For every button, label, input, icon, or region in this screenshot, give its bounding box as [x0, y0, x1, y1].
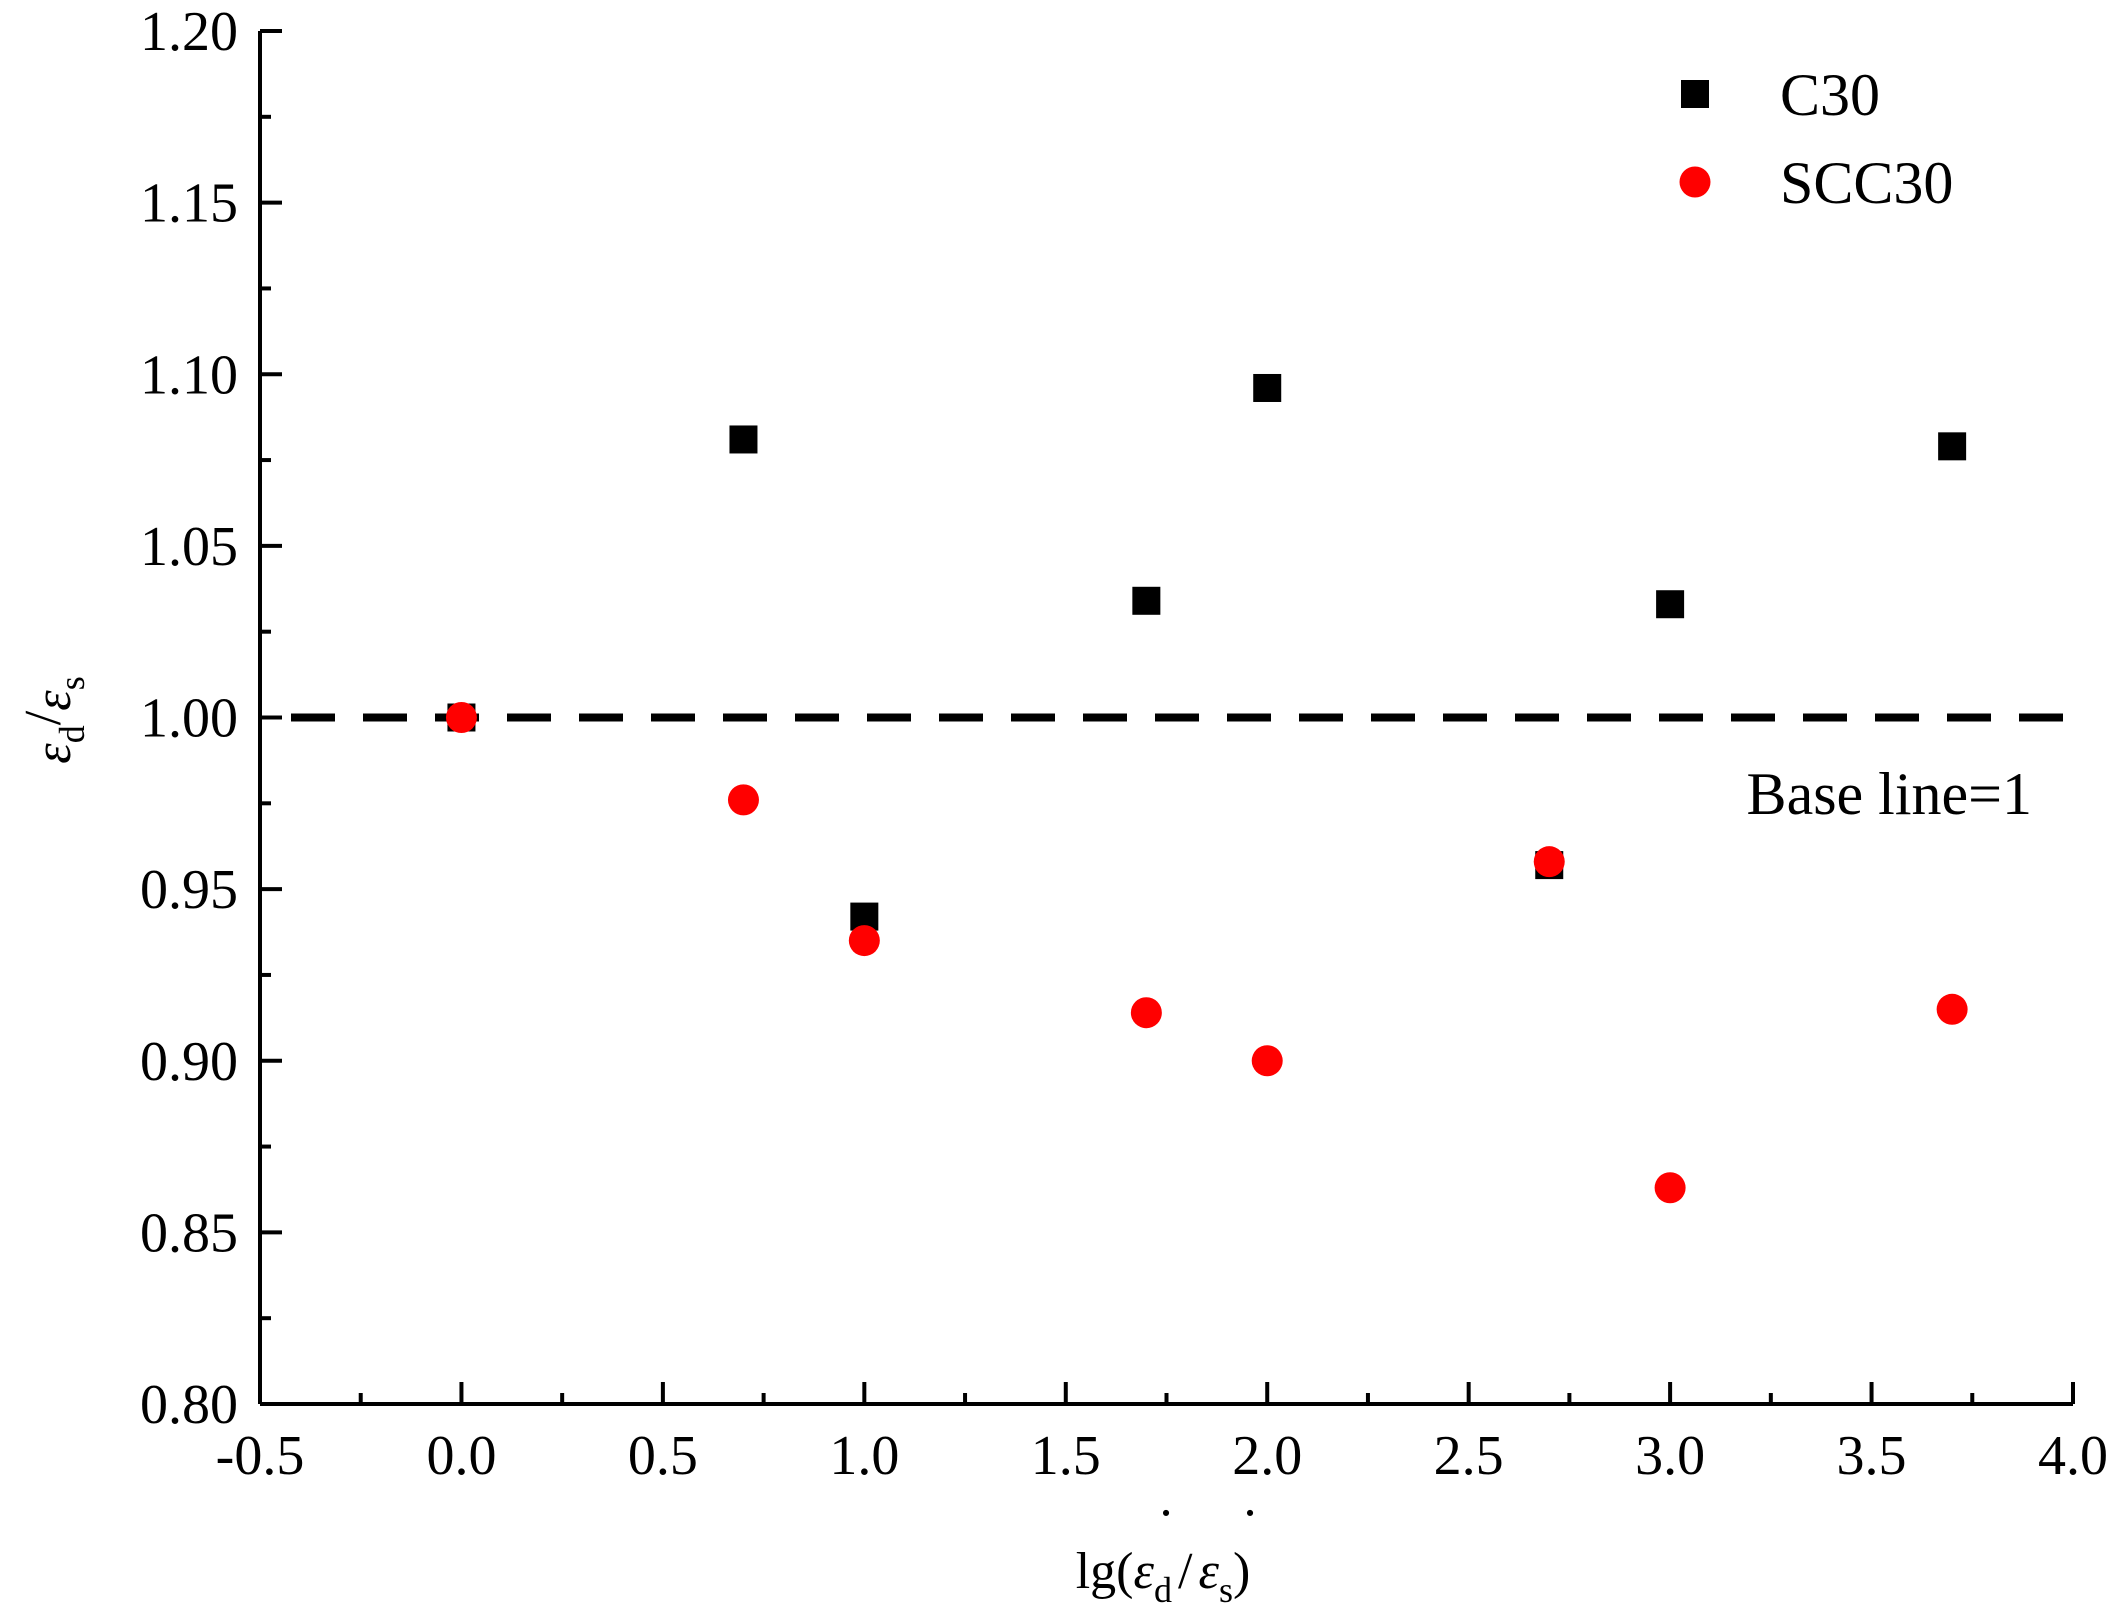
- x-title-num-symbol: ε: [1133, 1543, 1154, 1600]
- x-tick-label: 3.5: [1837, 1425, 1907, 1487]
- x-axis-title: lg(εd / εs): [1076, 1543, 1251, 1606]
- scc30-point: [1533, 846, 1565, 878]
- x-tick-label: 4.0: [2038, 1425, 2108, 1487]
- y-tick-label: 1.05: [140, 516, 238, 578]
- scc30-point: [1936, 993, 1968, 1025]
- x-title-num-sub: d: [1154, 1570, 1172, 1606]
- x-title-prefix: lg(: [1076, 1543, 1134, 1600]
- y-tick-label: 0.80: [140, 1374, 238, 1436]
- x-title-num-dot: ·: [1157, 1485, 1174, 1542]
- scc30-point: [1130, 997, 1162, 1029]
- x-tick-label: 2.5: [1434, 1425, 1504, 1487]
- y-tick-label: 0.90: [140, 1031, 238, 1093]
- c30-point: [1656, 590, 1685, 619]
- baseline-label: Base line=1: [1747, 761, 2032, 827]
- y-title-den-symbol: ε: [25, 690, 82, 711]
- x-tick-label: 3.0: [1635, 1425, 1705, 1487]
- y-title-num-symbol: ε: [25, 743, 82, 764]
- c30-point: [1132, 586, 1161, 615]
- scc30-point: [1251, 1045, 1283, 1077]
- legend-label-c30: C30: [1780, 62, 1880, 128]
- x-title-den-symbol: ε: [1198, 1543, 1219, 1600]
- y-tick-label: 0.95: [140, 859, 238, 921]
- y-title-den-sub: s: [52, 676, 92, 690]
- x-tick-label: 1.5: [1031, 1425, 1101, 1487]
- y-axis-title: εd/εs: [15, 676, 92, 763]
- legend-marker-scc30: [1679, 166, 1711, 198]
- x-title-den-dot: ·: [1241, 1485, 1258, 1542]
- x-tick-label: 0.5: [628, 1425, 698, 1487]
- x-title-den-sub: s: [1219, 1570, 1233, 1606]
- scc30-point: [445, 702, 477, 733]
- x-tick-label: 2.0: [1232, 1425, 1302, 1487]
- c30-point: [1938, 432, 1967, 461]
- y-title-separator: /: [15, 710, 72, 725]
- legend-marker-c30: [1681, 80, 1709, 108]
- scc30-point: [848, 925, 880, 957]
- x-title-suffix: ): [1233, 1543, 1250, 1600]
- legend: C30 SCC30: [1679, 62, 1953, 216]
- scc30-point: [1654, 1172, 1686, 1204]
- y-tick-label: 1.20: [140, 1, 238, 63]
- scc30-point: [727, 784, 759, 816]
- x-tick-label: -0.5: [216, 1425, 305, 1487]
- x-tick-label: 1.0: [829, 1425, 899, 1487]
- y-tick-label: 0.85: [140, 1202, 238, 1264]
- c30-point: [729, 425, 758, 454]
- y-tick-label: 1.15: [140, 173, 238, 235]
- y-tick-label: 1.10: [140, 344, 238, 406]
- c30-point: [1253, 373, 1282, 402]
- data-points: [445, 373, 1968, 1204]
- x-title-separator: /: [1178, 1543, 1193, 1600]
- y-title-num-sub: d: [52, 725, 92, 743]
- y-tick-label: 1.00: [140, 688, 238, 750]
- legend-label-scc30: SCC30: [1780, 150, 1953, 216]
- axes: -0.5 0.0 0.5 1.0 1.5 2.0 2.5 3.0 3.5 4.0 0.80 0.85 0…: [140, 1, 2108, 1487]
- x-tick-label: 0.0: [426, 1425, 496, 1487]
